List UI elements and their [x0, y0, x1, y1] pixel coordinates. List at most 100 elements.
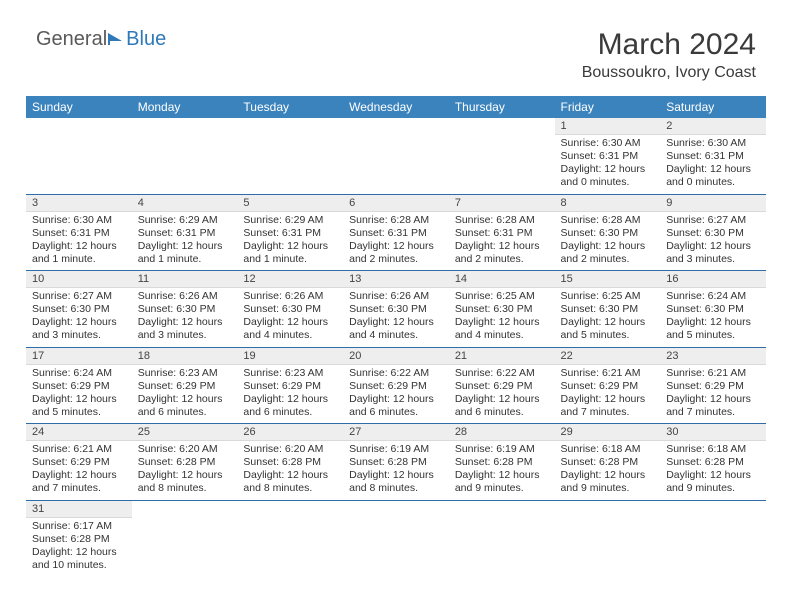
calendar-cell: 15Sunrise: 6:25 AMSunset: 6:30 PMDayligh…: [555, 271, 661, 348]
sunset-text: Sunset: 6:28 PM: [243, 456, 337, 469]
day-number: 4: [132, 195, 238, 212]
calendar-row: 24Sunrise: 6:21 AMSunset: 6:29 PMDayligh…: [26, 424, 766, 501]
sunrise-text: Sunrise: 6:27 AM: [666, 214, 760, 227]
sunset-text: Sunset: 6:31 PM: [243, 227, 337, 240]
sunrise-text: Sunrise: 6:23 AM: [243, 367, 337, 380]
calendar-cell: 23Sunrise: 6:21 AMSunset: 6:29 PMDayligh…: [660, 347, 766, 424]
day-number: 25: [132, 424, 238, 441]
day-number: 28: [449, 424, 555, 441]
day-data: Sunrise: 6:30 AMSunset: 6:31 PMDaylight:…: [660, 135, 766, 194]
calendar-cell: 19Sunrise: 6:23 AMSunset: 6:29 PMDayligh…: [237, 347, 343, 424]
sunrise-text: Sunrise: 6:24 AM: [666, 290, 760, 303]
calendar-row: 17Sunrise: 6:24 AMSunset: 6:29 PMDayligh…: [26, 347, 766, 424]
sunrise-text: Sunrise: 6:23 AM: [138, 367, 232, 380]
day-number: 30: [660, 424, 766, 441]
sunset-text: Sunset: 6:28 PM: [32, 533, 126, 546]
sunset-text: Sunset: 6:29 PM: [349, 380, 443, 393]
day-data: Sunrise: 6:26 AMSunset: 6:30 PMDaylight:…: [237, 288, 343, 347]
calendar-cell: 11 Sunrise: 6:26 AMSunset: 6:30 PMDayligh…: [132, 271, 238, 348]
sunrise-text: Sunrise: 6:20 AM: [138, 443, 232, 456]
sunset-text: Sunset: 6:30 PM: [349, 303, 443, 316]
calendar-cell: 26Sunrise: 6:20 AMSunset: 6:28 PMDayligh…: [237, 424, 343, 501]
daylight-text: Daylight: 12 hours and 1 minute.: [138, 240, 232, 266]
day-data: Sunrise: 6:22 AMSunset: 6:29 PMDaylight:…: [449, 365, 555, 424]
flag-icon: [108, 31, 126, 45]
day-data: Sunrise: 6:27 AMSunset: 6:30 PMDaylight:…: [660, 212, 766, 271]
calendar-table: Sunday Monday Tuesday Wednesday Thursday…: [26, 96, 766, 576]
calendar-cell: 21Sunrise: 6:22 AMSunset: 6:29 PMDayligh…: [449, 347, 555, 424]
calendar-cell: 9Sunrise: 6:27 AMSunset: 6:30 PMDaylight…: [660, 194, 766, 271]
day-data: Sunrise: 6:23 AMSunset: 6:29 PMDaylight:…: [237, 365, 343, 424]
calendar-cell: 2Sunrise: 6:30 AMSunset: 6:31 PMDaylight…: [660, 118, 766, 194]
calendar-cell: 31Sunrise: 6:17 AMSunset: 6:28 PMDayligh…: [26, 500, 132, 576]
day-number: 10: [26, 271, 132, 288]
calendar-row: 10Sunrise: 6:27 AMSunset: 6:30 PMDayligh…: [26, 271, 766, 348]
day-number: 11: [132, 271, 238, 288]
day-number: 18: [132, 348, 238, 365]
sunrise-text: Sunrise: 6:17 AM: [32, 520, 126, 533]
sunset-text: Sunset: 6:30 PM: [138, 303, 232, 316]
daylight-text: Daylight: 12 hours and 9 minutes.: [455, 469, 549, 495]
daylight-text: Daylight: 12 hours and 1 minute.: [243, 240, 337, 266]
calendar-cell: [660, 500, 766, 576]
sunrise-text: Sunrise: 6:21 AM: [32, 443, 126, 456]
day-data: Sunrise: 6:18 AMSunset: 6:28 PMDaylight:…: [660, 441, 766, 500]
daylight-text: Daylight: 12 hours and 6 minutes.: [138, 393, 232, 419]
daylight-text: Daylight: 12 hours and 3 minutes.: [138, 316, 232, 342]
daylight-text: Daylight: 12 hours and 3 minutes.: [32, 316, 126, 342]
daylight-text: Daylight: 12 hours and 8 minutes.: [138, 469, 232, 495]
daylight-text: Daylight: 12 hours and 0 minutes.: [561, 163, 655, 189]
daylight-text: Daylight: 12 hours and 7 minutes.: [561, 393, 655, 419]
location: Boussoukro, Ivory Coast: [582, 64, 756, 82]
sunrise-text: Sunrise: 6:30 AM: [666, 137, 760, 150]
logo: General Blue: [36, 28, 166, 51]
sunset-text: Sunset: 6:29 PM: [561, 380, 655, 393]
sunrise-text: Sunrise: 6:21 AM: [561, 367, 655, 380]
sunset-text: Sunset: 6:28 PM: [349, 456, 443, 469]
day-number: 24: [26, 424, 132, 441]
sunset-text: Sunset: 6:30 PM: [666, 303, 760, 316]
day-data: Sunrise: 6:24 AMSunset: 6:29 PMDaylight:…: [26, 365, 132, 424]
day-data: Sunrise: 6:21 AMSunset: 6:29 PMDaylight:…: [555, 365, 661, 424]
daylight-text: Daylight: 12 hours and 10 minutes.: [32, 546, 126, 572]
sunset-text: Sunset: 6:31 PM: [561, 150, 655, 163]
sunrise-text: Sunrise: 6:20 AM: [243, 443, 337, 456]
daylight-text: Daylight: 12 hours and 9 minutes.: [666, 469, 760, 495]
sunset-text: Sunset: 6:31 PM: [455, 227, 549, 240]
title-block: March 2024 Boussoukro, Ivory Coast: [582, 28, 756, 82]
day-number: 21: [449, 348, 555, 365]
day-number: 27: [343, 424, 449, 441]
daylight-text: Daylight: 12 hours and 5 minutes.: [666, 316, 760, 342]
calendar-row: 1Sunrise: 6:30 AMSunset: 6:31 PMDaylight…: [26, 118, 766, 194]
sunrise-text: Sunrise: 6:21 AM: [666, 367, 760, 380]
calendar-cell: 14Sunrise: 6:25 AMSunset: 6:30 PMDayligh…: [449, 271, 555, 348]
sunrise-text: Sunrise: 6:18 AM: [666, 443, 760, 456]
calendar-cell: 18Sunrise: 6:23 AMSunset: 6:29 PMDayligh…: [132, 347, 238, 424]
calendar-cell: 4Sunrise: 6:29 AMSunset: 6:31 PMDaylight…: [132, 194, 238, 271]
calendar-body: 1Sunrise: 6:30 AMSunset: 6:31 PMDaylight…: [26, 118, 766, 576]
day-data: Sunrise: 6:28 AMSunset: 6:30 PMDaylight:…: [555, 212, 661, 271]
sunrise-text: Sunrise: 6:28 AM: [455, 214, 549, 227]
sunrise-text: Sunrise: 6:26 AM: [138, 290, 232, 303]
daylight-text: Daylight: 12 hours and 2 minutes.: [561, 240, 655, 266]
daylight-text: Daylight: 12 hours and 3 minutes.: [666, 240, 760, 266]
calendar-cell: 12Sunrise: 6:26 AMSunset: 6:30 PMDayligh…: [237, 271, 343, 348]
day-data: Sunrise: 6:22 AMSunset: 6:29 PMDaylight:…: [343, 365, 449, 424]
calendar-cell: 20Sunrise: 6:22 AMSunset: 6:29 PMDayligh…: [343, 347, 449, 424]
logo-text-blue: Blue: [126, 28, 166, 51]
day-data: Sunrise: 6:21 AMSunset: 6:29 PMDaylight:…: [26, 441, 132, 500]
day-number: 9: [660, 195, 766, 212]
weekday-header: Tuesday: [237, 96, 343, 118]
calendar-cell: 27Sunrise: 6:19 AMSunset: 6:28 PMDayligh…: [343, 424, 449, 501]
day-data: Sunrise: 6:20 AMSunset: 6:28 PMDaylight:…: [132, 441, 238, 500]
calendar-cell: [26, 118, 132, 194]
daylight-text: Daylight: 12 hours and 4 minutes.: [243, 316, 337, 342]
day-number: 20: [343, 348, 449, 365]
calendar-cell: [132, 500, 238, 576]
day-data: Sunrise: 6:23 AMSunset: 6:29 PMDaylight:…: [132, 365, 238, 424]
daylight-text: Daylight: 12 hours and 2 minutes.: [349, 240, 443, 266]
day-number: 23: [660, 348, 766, 365]
weekday-header: Saturday: [660, 96, 766, 118]
daylight-text: Daylight: 12 hours and 6 minutes.: [349, 393, 443, 419]
calendar-cell: [237, 118, 343, 194]
